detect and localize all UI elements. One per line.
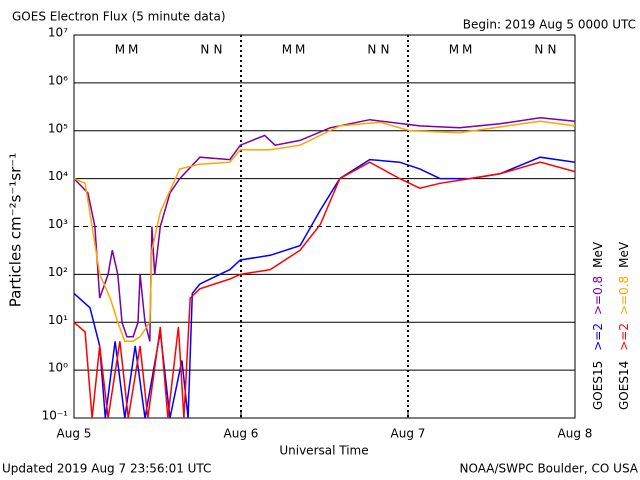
subtitle: Begin: 2019 Aug 5 0000 UTC xyxy=(463,18,636,32)
legend-group: GOES14 xyxy=(617,361,631,410)
time-marker: N xyxy=(548,43,557,57)
footer-right: NOAA/SWPC Boulder, CO USA xyxy=(460,462,639,476)
y-tick-label: 10⁻¹ xyxy=(42,409,69,423)
legend-unit: MeV xyxy=(617,241,631,268)
legend-group: GOES15 xyxy=(591,361,605,410)
time-marker: M xyxy=(295,43,305,57)
time-marker: M xyxy=(462,43,472,57)
legend-entry: >=0.8 xyxy=(617,276,631,315)
time-marker: N xyxy=(214,43,223,57)
x-axis-label: Universal Time xyxy=(279,444,368,458)
y-tick-label: 10² xyxy=(48,265,68,279)
time-marker: M xyxy=(449,43,459,57)
y-tick-label: 10³ xyxy=(48,217,68,231)
legend-unit: MeV xyxy=(591,241,605,268)
time-marker: N xyxy=(534,43,543,57)
time-marker: N xyxy=(381,43,390,57)
x-tick-label: Aug 5 xyxy=(57,427,92,441)
time-marker: M xyxy=(115,43,125,57)
y-tick-label: 10¹ xyxy=(48,313,68,327)
legend-entry: >=2 xyxy=(617,323,631,351)
x-tick-label: Aug 7 xyxy=(391,427,426,441)
legend-entry: >=0.8 xyxy=(591,276,605,315)
y-tick-label: 10⁷ xyxy=(48,26,68,40)
y-tick-label: 10⁵ xyxy=(48,121,68,135)
y-tick-label: 10⁶ xyxy=(48,73,68,87)
legend-goes15: GOES15 >=2 >=0.8 MeV xyxy=(591,241,605,410)
y-tick-label: 10⁴ xyxy=(48,169,68,183)
time-marker: M xyxy=(128,43,138,57)
series-line xyxy=(73,120,576,343)
time-marker: M xyxy=(282,43,292,57)
plot-frame xyxy=(73,34,576,419)
series-line xyxy=(73,156,576,419)
time-marker: N xyxy=(200,43,209,57)
x-tick-label: Aug 8 xyxy=(558,427,593,441)
footer-left: Updated 2019 Aug 7 23:56:01 UTC xyxy=(2,462,211,476)
series-line xyxy=(73,117,576,342)
chart-title: GOES Electron Flux (5 minute data) xyxy=(12,10,226,24)
time-marker: N xyxy=(367,43,376,57)
legend-entry: >=2 xyxy=(591,323,605,351)
x-tick-label: Aug 6 xyxy=(224,427,259,441)
series-line xyxy=(73,161,576,419)
legend-goes14: GOES14 >=2 >=0.8 MeV xyxy=(617,241,631,410)
y-tick-label: 10⁰ xyxy=(48,361,68,375)
y-axis-label: Particles cm⁻²s⁻¹sr⁻¹ xyxy=(7,153,25,307)
